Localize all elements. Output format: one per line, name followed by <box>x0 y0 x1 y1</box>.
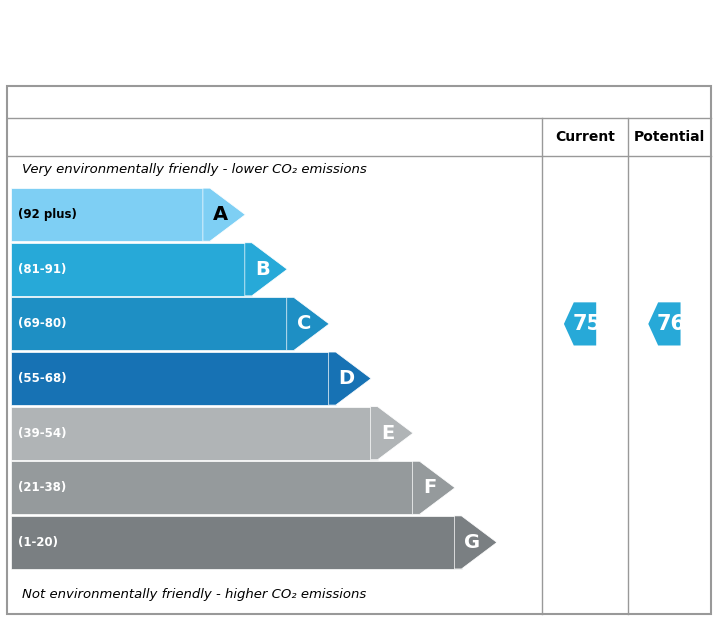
Text: B: B <box>255 260 270 279</box>
Polygon shape <box>245 243 287 296</box>
Text: Current: Current <box>555 130 615 144</box>
Text: (39-54): (39-54) <box>18 426 67 439</box>
Text: A: A <box>213 205 228 224</box>
Bar <box>11 516 462 569</box>
Text: Not environmentally friendly - higher CO₂ emissions: Not environmentally friendly - higher CO… <box>22 588 365 601</box>
Text: E: E <box>382 423 395 443</box>
Text: (1-20): (1-20) <box>18 536 58 549</box>
Polygon shape <box>329 352 371 405</box>
Text: F: F <box>424 478 437 497</box>
Polygon shape <box>647 301 681 347</box>
Text: (92 plus): (92 plus) <box>18 208 77 221</box>
Text: (55-68): (55-68) <box>18 372 67 385</box>
Text: 76: 76 <box>657 314 686 334</box>
Bar <box>11 243 252 296</box>
Polygon shape <box>563 301 597 347</box>
Text: C: C <box>297 314 312 334</box>
Text: D: D <box>338 369 355 388</box>
Bar <box>11 188 210 241</box>
Polygon shape <box>413 461 455 514</box>
Bar <box>11 461 419 514</box>
Polygon shape <box>286 297 329 350</box>
Text: Very environmentally friendly - lower CO₂ emissions: Very environmentally friendly - lower CO… <box>22 163 366 176</box>
Text: (69-80): (69-80) <box>18 318 67 331</box>
Text: G: G <box>464 533 480 552</box>
Bar <box>11 297 294 350</box>
Text: 75: 75 <box>572 314 602 334</box>
Text: (81-91): (81-91) <box>18 263 66 276</box>
Polygon shape <box>370 407 413 460</box>
Text: Potential: Potential <box>634 130 705 144</box>
Polygon shape <box>203 188 246 241</box>
Bar <box>11 352 336 405</box>
Polygon shape <box>454 516 497 569</box>
Bar <box>11 407 378 460</box>
Text: Environmental Impact (CO₂) Rating: Environmental Impact (CO₂) Rating <box>58 26 660 54</box>
Text: (21-38): (21-38) <box>18 482 66 495</box>
